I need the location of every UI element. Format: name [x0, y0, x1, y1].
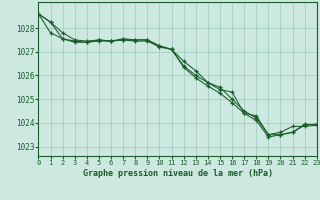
X-axis label: Graphe pression niveau de la mer (hPa): Graphe pression niveau de la mer (hPa)	[83, 169, 273, 178]
